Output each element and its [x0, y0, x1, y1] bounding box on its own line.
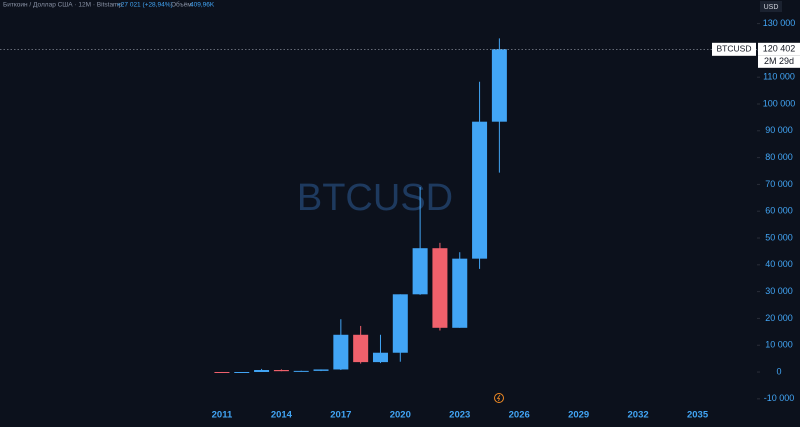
- candle-body: [392, 294, 408, 353]
- price-label: 120 402: [763, 44, 796, 54]
- y-tick-label: 30 000: [765, 286, 793, 296]
- header-volume-label: Объём: [171, 1, 192, 9]
- price-label-box: [758, 42, 800, 56]
- candle-body: [353, 334, 369, 363]
- candle-body: [313, 369, 329, 371]
- y-tick-label: 60 000: [765, 206, 793, 216]
- y-tick-label: 40 000: [765, 259, 793, 269]
- candle-body: [412, 248, 428, 295]
- x-tick-label: 2011: [212, 410, 233, 421]
- candle-body: [472, 121, 488, 259]
- currency: USD: [764, 4, 779, 11]
- y-tick-label: -10 000: [764, 393, 795, 403]
- y-tick-label: 0: [776, 366, 781, 376]
- header-change: +27 021 (+28,94%): [117, 2, 173, 9]
- symbol-tag-box: [712, 42, 756, 56]
- y-tick-label: 20 000: [765, 313, 793, 323]
- y-axis-panel: [757, 0, 800, 427]
- candle-body: [432, 248, 448, 328]
- y-tick-label: 110 000: [763, 72, 795, 82]
- y-tick-label: 100 000: [763, 98, 796, 108]
- x-tick-label: 2032: [628, 410, 649, 421]
- countdown-box: [758, 55, 800, 68]
- watermark: BTCUSD: [297, 177, 453, 219]
- symbol-tag: BTCUSD: [717, 44, 752, 54]
- x-tick-label: 2020: [390, 410, 411, 421]
- y-tick-label: 80 000: [765, 152, 793, 162]
- y-tick-label: 70 000: [765, 179, 793, 189]
- y-tick-label: 50 000: [765, 232, 793, 242]
- y-tick-label: 10 000: [765, 340, 793, 350]
- candle-body: [234, 371, 250, 373]
- candle-body: [273, 370, 289, 372]
- candle-body: [491, 49, 507, 122]
- header-symbol: Биткоин / Доллар США · 12М · Bitstamp: [3, 2, 122, 9]
- candle-body: [452, 258, 468, 328]
- x-tick-label: 2014: [271, 410, 293, 421]
- x-tick-label: 2026: [509, 410, 530, 421]
- countdown: 2M 29d: [764, 56, 794, 66]
- candle-body: [254, 370, 270, 372]
- x-tick-label: 2023: [449, 410, 470, 421]
- y-tick-label: 130 000: [763, 18, 796, 28]
- candle-body: [372, 352, 388, 363]
- currency-box: [760, 1, 782, 12]
- y-tick-label: 90 000: [765, 125, 793, 135]
- header-volume: 409,96K: [190, 2, 215, 9]
- x-tick-label: 2035: [687, 410, 709, 421]
- candle-body: [214, 372, 230, 374]
- candle-body: [293, 370, 309, 372]
- event-icon[interactable]: [494, 393, 504, 403]
- candle-body: [333, 334, 349, 370]
- x-tick-label: 2029: [568, 410, 589, 421]
- event-icon-bolt: [496, 394, 501, 402]
- x-tick-label: 2017: [330, 410, 351, 421]
